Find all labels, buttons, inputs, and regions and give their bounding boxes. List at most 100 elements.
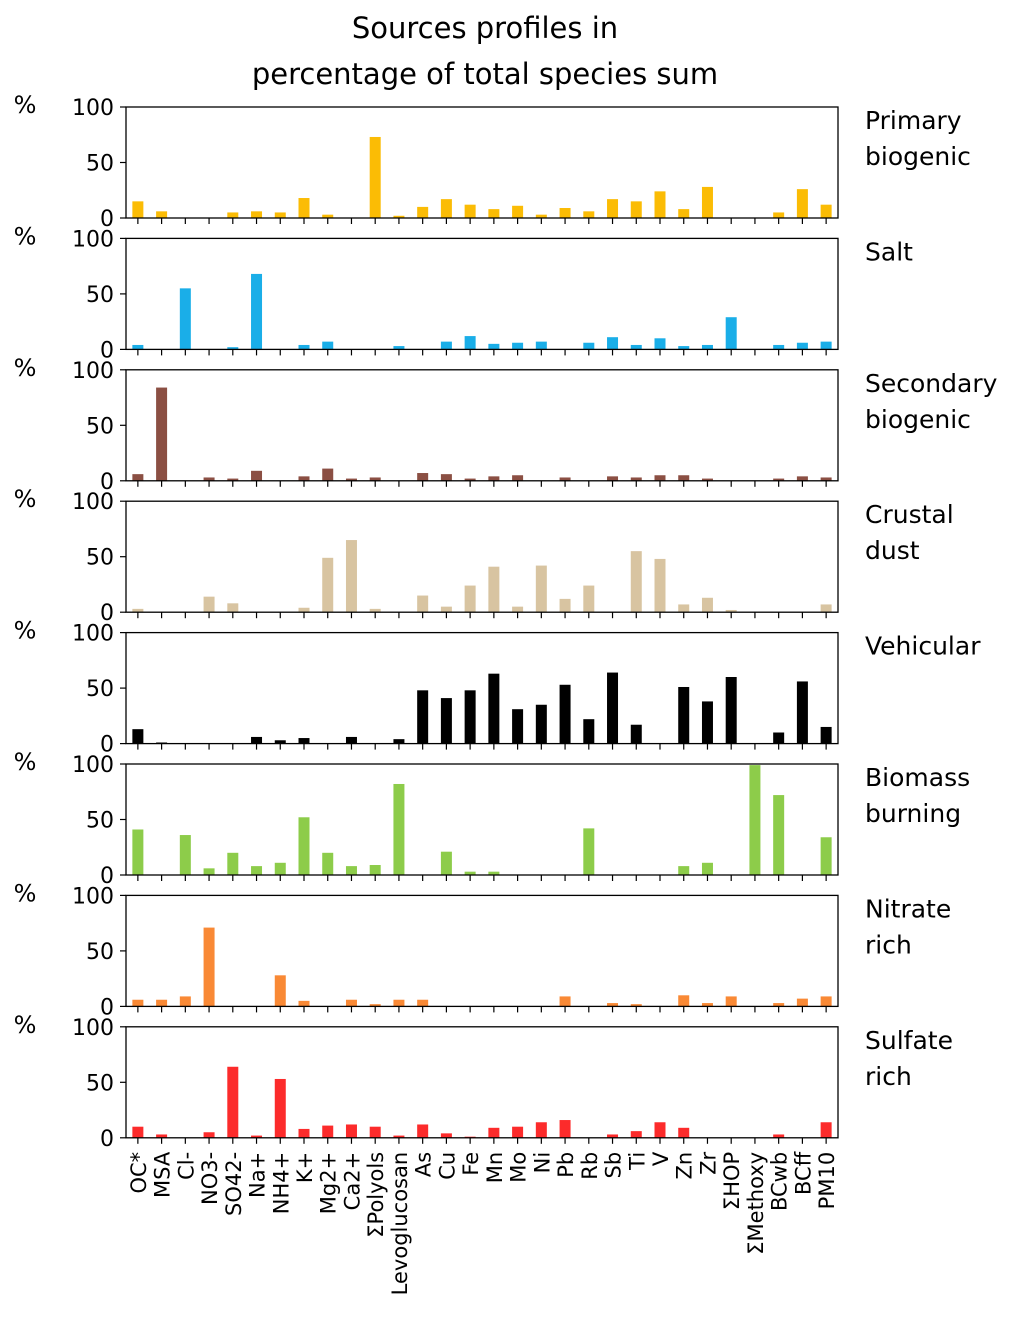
bar-1-MSA (156, 211, 168, 218)
bar-7-OC* (132, 999, 144, 1007)
category-label-7: NH4+ (269, 1152, 293, 1214)
category-label-1: OC* (127, 1152, 151, 1194)
bar-6-OC* (132, 829, 144, 875)
y-axis-label-2: % (14, 222, 37, 250)
series-label-5-line-1: Vehicular (865, 632, 981, 661)
bar-7-BCwb (773, 1003, 785, 1007)
panel-frame-7 (125, 894, 839, 1008)
bar-6-PM10 (820, 837, 832, 875)
bar-7-Zr (701, 1003, 713, 1007)
bar-8-BCwb (773, 1134, 785, 1138)
bar-1-As (417, 206, 429, 218)
bar-8-MSA (156, 1134, 168, 1138)
bar-6-BCwb (773, 795, 785, 875)
bar-7-PM10 (820, 996, 832, 1007)
bar-3-V (654, 475, 666, 481)
bar-1-Levoglucosan (393, 215, 405, 218)
bar-3-Ti (630, 477, 642, 481)
category-label-21: Sb (602, 1152, 626, 1179)
bar-5-Zr (701, 701, 713, 744)
y-tick-label-1-100: 100 (72, 96, 114, 121)
bar-2-ΣHOP (725, 317, 737, 350)
bar-4-ΣPolyols (369, 608, 381, 613)
bar-4-Mn (488, 566, 500, 613)
bar-7-Ca2+ (345, 999, 357, 1007)
bar-1-Rb (583, 211, 595, 218)
bar-8-SO42- (227, 1066, 239, 1138)
bar-7-ΣHOP (725, 996, 737, 1007)
y-tick-label-4-0: 0 (100, 601, 114, 626)
bar-2-Levoglucosan (393, 346, 405, 350)
bar-8-As (417, 1124, 429, 1138)
bar-2-BCwb (773, 344, 785, 350)
bar-6-Cu (440, 851, 452, 875)
category-label-8: K+ (293, 1152, 317, 1183)
bar-4-ΣHOP (725, 609, 737, 613)
bar-7-MSA (156, 999, 168, 1007)
bar-4-K+ (298, 607, 310, 613)
bar-2-Fe (464, 336, 476, 350)
bar-2-SO42- (227, 347, 239, 350)
bar-4-PM10 (820, 604, 832, 613)
y-tick-label-3-50: 50 (86, 414, 114, 439)
bar-8-Zn (678, 1127, 690, 1138)
bar-4-Zn (678, 604, 690, 613)
bar-7-Pb (559, 996, 571, 1007)
bar-2-Zr (701, 344, 713, 350)
bar-3-Fe (464, 478, 476, 481)
y-axis-label-4: % (14, 485, 37, 513)
panel-frame-4 (125, 500, 839, 613)
bar-8-K+ (298, 1128, 310, 1138)
bar-1-V (654, 191, 666, 218)
bar-3-Zr (701, 478, 713, 481)
bar-6-Mn (488, 871, 500, 875)
bar-2-OC* (132, 344, 144, 350)
bar-6-Ca2+ (345, 866, 357, 875)
bar-1-K+ (298, 198, 310, 218)
category-label-14: Cu (435, 1152, 459, 1180)
panel-frame-1 (125, 106, 839, 219)
bar-1-ΣPolyols (369, 136, 381, 218)
category-label-9: Mg2+ (317, 1152, 341, 1214)
series-label-7-line-1: Nitrate (865, 894, 951, 923)
y-axis-label-5: % (14, 617, 37, 645)
bar-3-Cu (440, 474, 452, 481)
bar-3-PM10 (820, 477, 832, 481)
bar-6-Zn (678, 866, 690, 875)
bar-5-BCwb (773, 732, 785, 744)
y-axis-label-1: % (14, 91, 37, 119)
bar-1-Sb (607, 199, 619, 218)
category-label-2: MSA (151, 1151, 175, 1198)
bar-2-Zn (678, 346, 690, 350)
bar-1-Na+ (251, 211, 263, 218)
bar-3-NO3- (203, 477, 215, 481)
bar-6-NH4+ (274, 862, 286, 875)
bar-4-Mo (512, 606, 524, 613)
bar-4-OC* (132, 608, 144, 613)
bar-8-Mg2+ (322, 1125, 334, 1138)
bar-5-Na+ (251, 736, 263, 744)
category-label-16: Mn (483, 1152, 507, 1183)
bar-6-Na+ (251, 866, 263, 875)
bar-4-As (417, 595, 429, 613)
bar-2-Rb (583, 342, 595, 350)
y-tick-label-5-100: 100 (72, 622, 114, 647)
bar-7-NH4+ (274, 975, 286, 1007)
bar-5-Mn (488, 673, 500, 744)
series-label-8-line-2: rich (865, 1062, 912, 1091)
bar-1-BCwb (773, 212, 785, 218)
bar-1-Ni (535, 214, 547, 218)
bar-3-OC* (132, 474, 144, 481)
bar-2-Mn (488, 343, 500, 350)
bar-1-Mg2+ (322, 214, 334, 218)
category-label-15: Fe (459, 1152, 483, 1176)
bar-1-OC* (132, 201, 144, 218)
series-label-4-line-2: dust (865, 536, 920, 565)
category-label-18: Ni (530, 1152, 554, 1174)
bar-5-Sb (607, 672, 619, 744)
bar-6-ΣPolyols (369, 865, 381, 875)
bar-4-NO3- (203, 596, 215, 613)
bar-8-Mo (512, 1126, 524, 1138)
bar-2-K+ (298, 344, 310, 350)
category-label-29: BCff (791, 1151, 815, 1195)
